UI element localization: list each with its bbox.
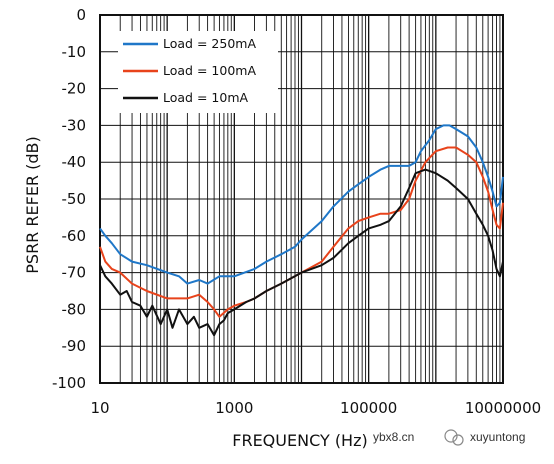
y-tick-label: -90 xyxy=(62,337,87,355)
y-tick-label: -60 xyxy=(62,227,87,245)
series-line xyxy=(99,168,504,337)
legend-label: Load = 10mA xyxy=(163,90,248,105)
y-tick-label: -100 xyxy=(52,374,86,392)
watermark-account: xuyuntong xyxy=(470,430,525,444)
y-tick-label: 0 xyxy=(76,6,86,24)
watermark-site: ybx8.cn xyxy=(373,430,414,444)
series-line xyxy=(99,146,504,318)
series-line xyxy=(99,124,504,285)
y-axis-title: PSRR REFER (dB) xyxy=(23,136,42,273)
y-tick-label: -80 xyxy=(62,300,87,318)
legend: Load = 250mA Load = 100mA Load = 10mA xyxy=(118,31,278,113)
y-tick-labels: 0 -10 -20 -30 -40 -50 -60 -70 -80 -90 -100 xyxy=(52,6,86,392)
legend-label: Load = 100mA xyxy=(163,63,256,78)
x-tick-labels: 10 1000 100000 10000000 xyxy=(90,399,541,417)
series-layer xyxy=(99,124,504,337)
plot-frame xyxy=(99,14,504,384)
x-tick-label: 10 xyxy=(90,399,109,417)
y-tick-label: -40 xyxy=(62,153,87,171)
y-tick-label: -70 xyxy=(62,264,87,282)
x-tick-label: 10000000 xyxy=(465,399,541,417)
x-axis-title: FREQUENCY (Hz) xyxy=(232,431,367,450)
wechat-icon xyxy=(444,429,464,446)
y-tick-label: -20 xyxy=(62,80,87,98)
y-tick-label: -10 xyxy=(62,43,87,61)
x-tick-label: 1000 xyxy=(215,399,253,417)
legend-label: Load = 250mA xyxy=(163,36,256,51)
y-tick-label: -30 xyxy=(62,116,87,134)
y-tick-label: -50 xyxy=(62,190,87,208)
x-tick-label: 100000 xyxy=(340,399,397,417)
